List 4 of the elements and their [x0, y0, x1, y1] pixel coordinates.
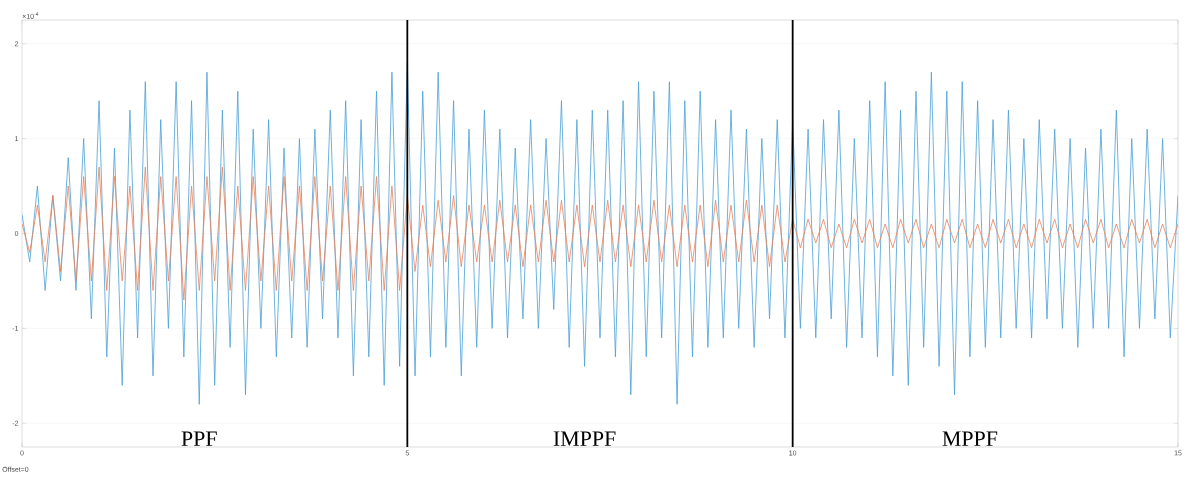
annotation: IMPPF	[553, 431, 616, 446]
annotation: PPF	[181, 431, 217, 446]
annotation: MPPF	[942, 431, 998, 446]
line-series	[22, 166, 1178, 301]
